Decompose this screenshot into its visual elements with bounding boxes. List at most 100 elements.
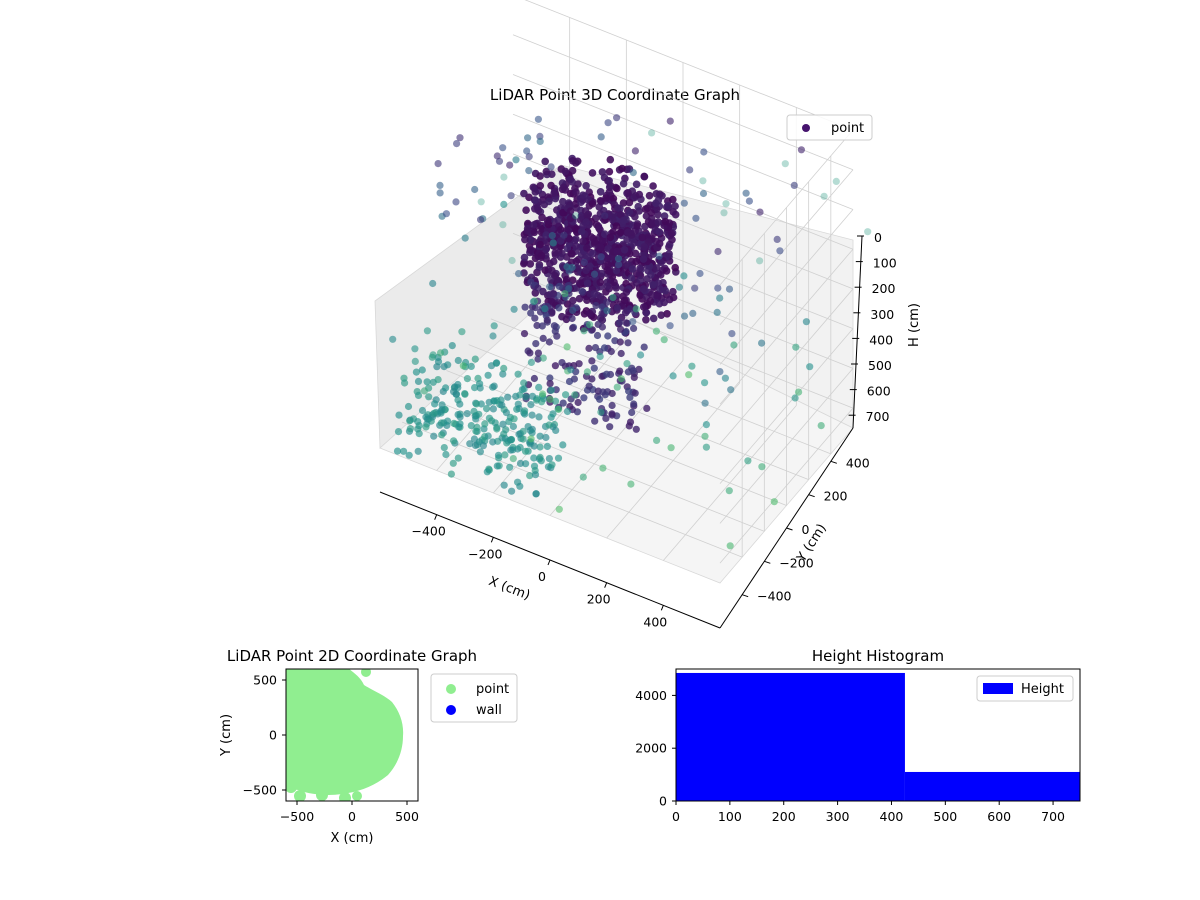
3d-point bbox=[521, 407, 529, 415]
3d-point bbox=[631, 147, 640, 155]
3d-point bbox=[547, 413, 555, 421]
3d-point bbox=[414, 391, 423, 399]
3d-point bbox=[596, 352, 604, 361]
3d-point bbox=[606, 155, 615, 164]
3d-x-tick-label: −400 bbox=[411, 524, 445, 539]
3d-point bbox=[476, 380, 484, 388]
3d-point bbox=[617, 349, 625, 358]
3d-point bbox=[514, 370, 522, 378]
3d-point bbox=[608, 389, 616, 398]
grid-line bbox=[719, 169, 854, 325]
3d-point bbox=[559, 197, 567, 206]
3d-point bbox=[624, 339, 632, 347]
3d-point bbox=[454, 411, 462, 419]
3d-point bbox=[519, 435, 527, 443]
3d-point bbox=[423, 378, 431, 386]
3d-point bbox=[616, 228, 625, 237]
histogram-x-tick-label: 0 bbox=[672, 809, 680, 824]
3d-point bbox=[493, 462, 501, 470]
3d-point bbox=[459, 362, 467, 370]
3d-point bbox=[505, 418, 513, 426]
histogram-y-tick-label: 2000 bbox=[635, 741, 667, 756]
histogram-axes-frame bbox=[675, 668, 1081, 802]
3d-point bbox=[499, 221, 507, 229]
3d-point bbox=[582, 266, 590, 275]
3d-point bbox=[652, 264, 661, 272]
3d-point bbox=[499, 370, 507, 378]
3d-point bbox=[545, 455, 554, 463]
3d-point bbox=[507, 436, 515, 444]
3d-point bbox=[561, 167, 570, 176]
3d-x-tick-label: 400 bbox=[643, 614, 667, 629]
3d-point bbox=[561, 290, 569, 298]
3d-point bbox=[500, 200, 508, 208]
2d-legend-wall-marker bbox=[446, 705, 456, 715]
3d-point bbox=[592, 301, 600, 310]
3d-point bbox=[641, 205, 650, 213]
3d-point bbox=[500, 481, 508, 489]
3d-point bbox=[516, 482, 524, 490]
3d-point bbox=[526, 260, 535, 268]
3d-point bbox=[725, 487, 733, 495]
histogram-bars bbox=[676, 672, 1080, 801]
3d-point bbox=[639, 303, 648, 311]
2d-chart-title: LiDAR Point 2D Coordinate Graph bbox=[227, 647, 477, 665]
3d-point bbox=[490, 322, 498, 330]
3d-point bbox=[680, 272, 688, 280]
3d-point bbox=[569, 296, 577, 305]
3d-point bbox=[802, 318, 811, 326]
histogram-y-tick-label: 4000 bbox=[635, 688, 667, 703]
3d-point bbox=[539, 334, 547, 342]
3d-point bbox=[473, 423, 481, 431]
3d-legend-point-marker bbox=[802, 124, 810, 132]
3d-point bbox=[628, 408, 636, 417]
3d-point bbox=[702, 443, 711, 451]
3d-point bbox=[603, 307, 611, 315]
3d-point bbox=[632, 425, 640, 433]
3d-point bbox=[527, 435, 535, 443]
3d-point bbox=[492, 359, 500, 367]
3d-point bbox=[520, 253, 529, 262]
3d-point bbox=[527, 401, 535, 409]
3d-y-tick-label: 0 bbox=[802, 522, 810, 537]
3d-point bbox=[415, 430, 423, 438]
3d-point bbox=[551, 362, 560, 370]
histogram-y-tick-label: 0 bbox=[659, 794, 667, 809]
2d-point bbox=[361, 669, 371, 677]
3d-point bbox=[642, 308, 651, 317]
3d-point bbox=[575, 279, 584, 287]
3d-point bbox=[699, 177, 707, 185]
3d-point bbox=[716, 368, 724, 376]
3d-point bbox=[756, 208, 764, 216]
3d-y-tick bbox=[764, 560, 771, 564]
3d-point bbox=[629, 318, 637, 326]
3d-point bbox=[415, 422, 423, 430]
3d-point bbox=[550, 189, 558, 197]
2d-y-tick-label: 0 bbox=[269, 728, 277, 743]
3d-point bbox=[454, 356, 462, 365]
3d-point bbox=[406, 425, 414, 433]
grid-line bbox=[719, 368, 854, 524]
3d-point bbox=[578, 287, 586, 295]
3d-point bbox=[581, 207, 590, 215]
3d-point bbox=[515, 270, 523, 278]
3d-point bbox=[654, 210, 662, 219]
3d-point bbox=[616, 210, 625, 219]
3d-point bbox=[583, 279, 592, 288]
3d-point bbox=[597, 253, 605, 261]
3d-point bbox=[420, 387, 428, 395]
grid-line bbox=[719, 288, 854, 445]
3d-point bbox=[529, 298, 538, 306]
3d-point bbox=[631, 249, 640, 258]
3d-point bbox=[535, 413, 543, 421]
grid-line bbox=[719, 248, 854, 405]
3d-point bbox=[568, 157, 577, 165]
3d-point bbox=[543, 442, 552, 450]
3d-point bbox=[556, 225, 565, 234]
3d-point bbox=[555, 304, 563, 312]
3d-point bbox=[655, 228, 664, 236]
grid-line bbox=[446, 370, 787, 506]
3d-point bbox=[563, 407, 572, 416]
3d-point bbox=[664, 202, 672, 210]
